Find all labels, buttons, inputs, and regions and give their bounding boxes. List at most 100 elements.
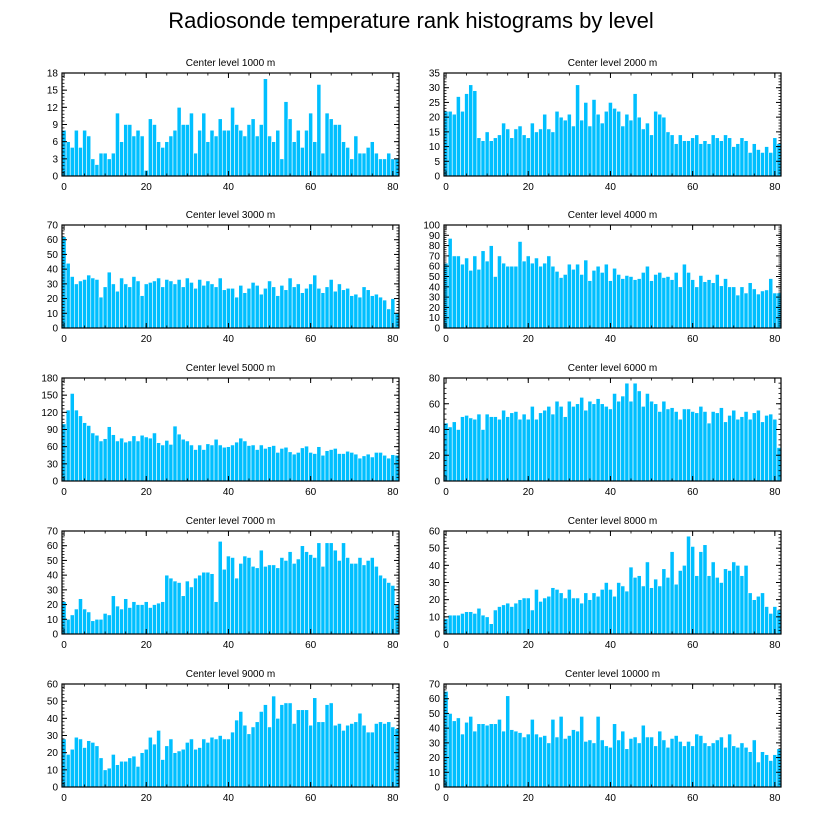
histogram-bar bbox=[148, 437, 153, 482]
histogram-bar bbox=[345, 724, 350, 788]
histogram-bar bbox=[90, 620, 96, 635]
histogram-bar bbox=[558, 592, 564, 635]
y-tick-label: 30 bbox=[47, 731, 59, 742]
histogram-bar bbox=[156, 442, 161, 482]
histogram-bar bbox=[263, 287, 268, 329]
histogram-bar bbox=[554, 271, 560, 329]
histogram-bar bbox=[661, 116, 667, 177]
histogram-bar bbox=[493, 416, 498, 482]
histogram-bar bbox=[591, 99, 597, 177]
histogram-bar bbox=[308, 283, 313, 329]
histogram-bar bbox=[86, 611, 92, 635]
histogram-bar bbox=[509, 412, 515, 482]
histogram-bar bbox=[493, 723, 498, 788]
histogram-bar bbox=[86, 274, 92, 329]
histogram-bar bbox=[739, 416, 745, 482]
histogram-bar bbox=[468, 270, 474, 329]
histogram-bar bbox=[123, 760, 129, 788]
histogram-bar bbox=[620, 125, 626, 177]
histogram-bar bbox=[209, 573, 215, 635]
histogram-bar bbox=[484, 724, 490, 788]
histogram-bar bbox=[587, 125, 593, 177]
histogram-bar bbox=[534, 733, 539, 788]
histogram-bar bbox=[316, 542, 322, 635]
histogram-bar bbox=[168, 135, 174, 177]
histogram-bar bbox=[542, 113, 548, 177]
histogram-bar bbox=[90, 742, 96, 788]
histogram-bar bbox=[451, 255, 457, 329]
histogram-bar bbox=[98, 440, 104, 482]
histogram-bar bbox=[464, 611, 469, 635]
histogram-bar bbox=[538, 412, 543, 482]
histogram-bar bbox=[484, 260, 490, 329]
histogram-bar bbox=[714, 137, 720, 177]
histogram-bar bbox=[94, 164, 100, 177]
histogram-bar bbox=[172, 580, 178, 635]
histogram-bar bbox=[275, 452, 281, 482]
histogram-bar bbox=[349, 563, 355, 635]
histogram-bar bbox=[562, 738, 568, 788]
y-tick-label: 0 bbox=[52, 324, 58, 335]
histogram-bar bbox=[497, 719, 502, 788]
histogram-bar bbox=[513, 128, 519, 177]
histogram-bar bbox=[694, 134, 700, 177]
y-tick-label: 40 bbox=[429, 561, 441, 572]
histogram-bar bbox=[480, 723, 486, 788]
histogram-bar bbox=[575, 263, 580, 329]
histogram-bar bbox=[640, 585, 646, 635]
y-tick-label: 0 bbox=[52, 783, 58, 794]
histogram-bar bbox=[747, 418, 753, 482]
histogram-bar bbox=[378, 721, 383, 788]
histogram-bar bbox=[476, 268, 482, 329]
x-tick-label: 0 bbox=[61, 640, 67, 651]
histogram-bar bbox=[86, 740, 92, 788]
histogram-bar bbox=[595, 265, 601, 329]
histogram-bar bbox=[361, 455, 367, 482]
histogram-bar bbox=[230, 557, 235, 635]
histogram-bar bbox=[209, 444, 215, 482]
histogram-bar bbox=[694, 286, 700, 329]
histogram-bar bbox=[176, 582, 182, 635]
panel-title: Center level 6000 m bbox=[568, 363, 658, 374]
histogram-bar bbox=[320, 292, 326, 329]
histogram-bar bbox=[723, 568, 728, 635]
histogram-bar bbox=[612, 267, 617, 329]
histogram-bar bbox=[324, 704, 330, 788]
histogram-bar bbox=[710, 742, 716, 788]
histogram-bar bbox=[324, 112, 330, 177]
histogram-bar bbox=[472, 613, 478, 635]
histogram-bar bbox=[226, 129, 231, 177]
histogram-bar bbox=[98, 757, 104, 788]
histogram-bar bbox=[172, 425, 178, 482]
histogram-bar bbox=[566, 400, 572, 482]
histogram-bar bbox=[246, 733, 252, 788]
histogram-bar bbox=[747, 592, 753, 635]
histogram-bar bbox=[304, 709, 309, 788]
histogram-bar bbox=[616, 110, 622, 177]
histogram-bar bbox=[665, 577, 671, 635]
histogram-bar bbox=[291, 563, 297, 635]
histogram-bar bbox=[739, 137, 745, 177]
histogram-bar bbox=[447, 713, 453, 788]
histogram-bar bbox=[304, 551, 309, 635]
histogram-bar bbox=[119, 760, 124, 788]
y-tick-label: 40 bbox=[429, 282, 441, 293]
histogram-bar bbox=[283, 446, 289, 482]
histogram-bar bbox=[760, 592, 765, 635]
y-tick-label: 0 bbox=[434, 783, 440, 794]
histogram-bar bbox=[271, 695, 277, 788]
y-tick-label: 6 bbox=[52, 137, 58, 148]
histogram-bar bbox=[69, 748, 75, 788]
histogram-bar bbox=[193, 287, 198, 329]
histogram-bar bbox=[242, 440, 248, 482]
histogram-bar bbox=[571, 406, 576, 482]
histogram-bar bbox=[554, 110, 560, 177]
histogram-bar bbox=[74, 608, 79, 635]
panel-frame bbox=[61, 224, 400, 329]
histogram-bar bbox=[250, 118, 256, 177]
histogram-bar bbox=[193, 449, 198, 482]
histogram-bar bbox=[111, 434, 116, 482]
x-tick-label: 0 bbox=[443, 640, 449, 651]
y-tick-label: 80 bbox=[429, 241, 441, 252]
histogram-bar bbox=[669, 134, 675, 177]
